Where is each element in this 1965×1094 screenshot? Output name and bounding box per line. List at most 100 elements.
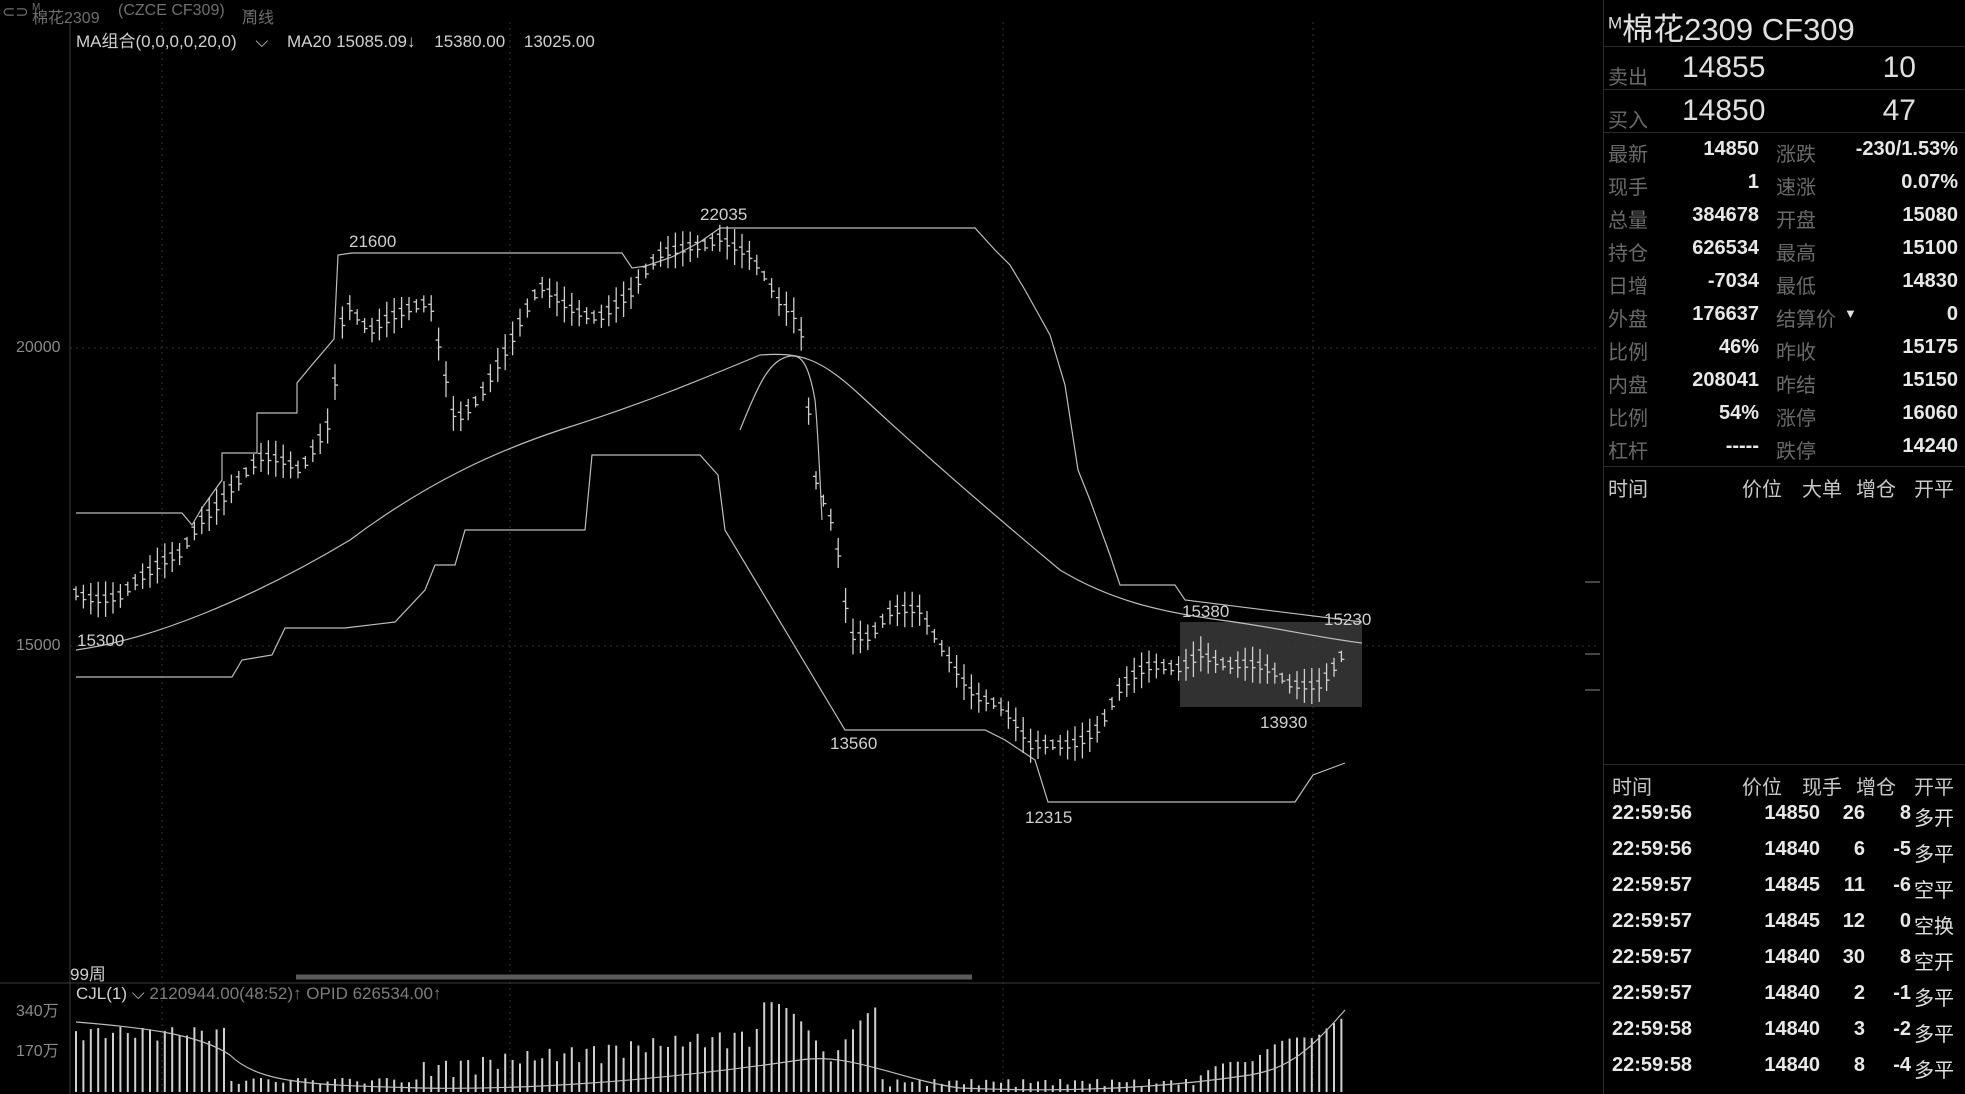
- col-kind: 开平: [1914, 479, 1954, 501]
- tick-hand: 8: [1853, 1054, 1865, 1076]
- ma-value-1: 15380.00: [434, 32, 506, 51]
- tick-hand: 3: [1853, 1018, 1865, 1040]
- annotation-12315: 12315: [1025, 808, 1073, 827]
- tick-price: 14850: [1764, 802, 1820, 824]
- tick-add: 0: [1899, 910, 1911, 932]
- panel-title: M棉花2309 CF309: [1608, 12, 1855, 47]
- tick-hand: 12: [1842, 910, 1865, 932]
- tick-time: 22:59:57: [1612, 874, 1693, 896]
- quote-panel: M棉花2309 CF309 卖出 14855 10 买入 14850 47 最新…: [1603, 0, 1965, 1094]
- quote-row: 外盘 176637 结算价 0 ▼: [1604, 298, 1965, 331]
- ma20-value: MA20 15085.09↓: [286, 32, 416, 51]
- quote-label: 总量: [1608, 210, 1648, 232]
- buy-volume: 47: [1882, 94, 1916, 127]
- tick-kind: 空开: [1914, 952, 1954, 974]
- col-kind: 开平: [1914, 777, 1954, 799]
- period-selector[interactable]: 周线 ⌵: [242, 2, 275, 27]
- annotation-15300: 15300: [77, 631, 125, 650]
- annotation-22035: 22035: [700, 205, 748, 224]
- col-time: 时间: [1612, 777, 1652, 799]
- quote-row: 杠杆 ----- 跌停 14240: [1604, 430, 1965, 463]
- quote-label: 昨结: [1776, 375, 1816, 397]
- quote-value: 0.07%: [1901, 171, 1958, 193]
- quote-label: 昨收: [1776, 342, 1816, 364]
- tick-kind: 空换: [1914, 916, 1954, 938]
- sell-label: 卖出: [1608, 67, 1648, 89]
- tick-kind: 多平: [1914, 844, 1954, 866]
- quote-label: 速涨: [1776, 177, 1816, 199]
- quote-row: 最新 14850 涨跌 -230/1.53%: [1604, 133, 1965, 166]
- quote-label: 结算价: [1776, 309, 1836, 331]
- bars-count: 99周: [70, 965, 106, 984]
- col-add: 增仓: [1856, 479, 1896, 501]
- quote-label: 最低: [1776, 276, 1816, 298]
- quote-row: 日增 -7034 最低 14830: [1604, 265, 1965, 298]
- quote-value: 54%: [1718, 402, 1759, 424]
- quote-value: 14830: [1902, 270, 1958, 292]
- quote-value: 46%: [1718, 336, 1759, 358]
- tick-row[interactable]: 22:59:57 14840 2 -1 多平: [1604, 976, 1965, 1012]
- tick-row[interactable]: 22:59:56 14840 6 -5 多平: [1604, 832, 1965, 868]
- quote-value: 1: [1747, 171, 1759, 193]
- ma-indicator-line: MA组合(0,0,0,0,20,0) ⌵ MA20 15085.09↓ 1538…: [76, 27, 609, 52]
- kline-chart[interactable]: ⊂⊃ 棉花2309 M (CZCE CF309) 周线 ⌵ MA组合(0,0,0,…: [0, 0, 1600, 1094]
- tick-row[interactable]: 22:59:58 14840 3 -2 多平: [1604, 1012, 1965, 1048]
- quote-value: -----: [1725, 435, 1759, 457]
- annotation-13930: 13930: [1260, 713, 1308, 732]
- ma-value-2: 13025.00: [523, 32, 595, 51]
- quote-value: 208041: [1692, 369, 1759, 391]
- quote-value: 15150: [1902, 369, 1958, 391]
- tick-time: 22:59:58: [1612, 1018, 1693, 1040]
- volume-selector[interactable]: CJL(1) ⌵: [76, 984, 145, 1003]
- tick-row[interactable]: 22:59:57 14845 11 -6 空平: [1604, 868, 1965, 904]
- chevron-down-icon[interactable]: ▼: [1844, 306, 1857, 321]
- tick-row[interactable]: 22:59:57 14840 30 8 空开: [1604, 940, 1965, 976]
- quote-label: 日增: [1608, 276, 1648, 298]
- tick-row[interactable]: 22:59:57 14845 12 0 空换: [1604, 904, 1965, 940]
- quote-value: 16060: [1902, 402, 1958, 424]
- tick-add: -4: [1893, 1054, 1911, 1076]
- tick-price: 14845: [1764, 874, 1820, 896]
- annotation-21600: 21600: [349, 232, 397, 251]
- tick-price: 14840: [1764, 838, 1820, 860]
- quote-value: 0: [1946, 303, 1958, 325]
- tick-add: -6: [1893, 874, 1911, 896]
- volume-axis-340: 340万: [16, 1003, 59, 1020]
- tick-add: 8: [1899, 946, 1911, 968]
- quote-value: 384678: [1692, 204, 1759, 226]
- tick-add: -5: [1893, 838, 1911, 860]
- link-icon[interactable]: ⊂⊃: [2, 4, 29, 21]
- tick-row[interactable]: 22:59:56 14850 26 8 多开: [1604, 796, 1965, 832]
- col-time: 时间: [1608, 479, 1648, 501]
- tick-hand: 26: [1842, 802, 1865, 824]
- tick-row[interactable]: 22:59:58 14840 8 -4 多平: [1604, 1048, 1965, 1084]
- bigorder-header: 时间 价位 大单 增仓 开平: [1604, 466, 1965, 501]
- col-hand: 现手: [1802, 777, 1842, 799]
- quote-row: 总量 384678 开盘 15080: [1604, 199, 1965, 232]
- buy-row[interactable]: 买入 14850 47: [1604, 89, 1965, 133]
- quote-value: 15080: [1902, 204, 1958, 226]
- quote-value: 15175: [1902, 336, 1958, 358]
- quote-label: 跌停: [1776, 441, 1816, 463]
- tick-time: 22:59:57: [1612, 910, 1693, 932]
- annotation-13560: 13560: [830, 734, 878, 753]
- kline-chart-canvas[interactable]: [0, 0, 1600, 1094]
- exchange-code: (CZCE CF309): [118, 2, 225, 19]
- quote-label: 开盘: [1776, 210, 1816, 232]
- annotation-15230: 15230: [1324, 610, 1372, 629]
- volume-value: 2120944.00(48:52)↑: [149, 984, 302, 1003]
- tick-kind: 空平: [1914, 880, 1954, 902]
- quote-label: 持仓: [1608, 243, 1648, 265]
- quote-value: 176637: [1692, 303, 1759, 325]
- quote-row: 内盘 208041 昨结 15150: [1604, 364, 1965, 397]
- tick-add: 8: [1899, 802, 1911, 824]
- col-add: 增仓: [1856, 777, 1896, 799]
- tick-kind: 多平: [1914, 988, 1954, 1010]
- symbol-name: 棉花2309 M: [32, 2, 100, 27]
- sell-volume: 10: [1882, 51, 1916, 84]
- ma-selector[interactable]: MA组合(0,0,0,0,20,0) ⌵: [76, 32, 269, 51]
- quote-row: 比例 54% 涨停 16060: [1604, 397, 1965, 430]
- quote-label: 最新: [1608, 144, 1648, 166]
- tick-price: 14845: [1764, 910, 1820, 932]
- sell-row[interactable]: 卖出 14855 10: [1604, 46, 1965, 90]
